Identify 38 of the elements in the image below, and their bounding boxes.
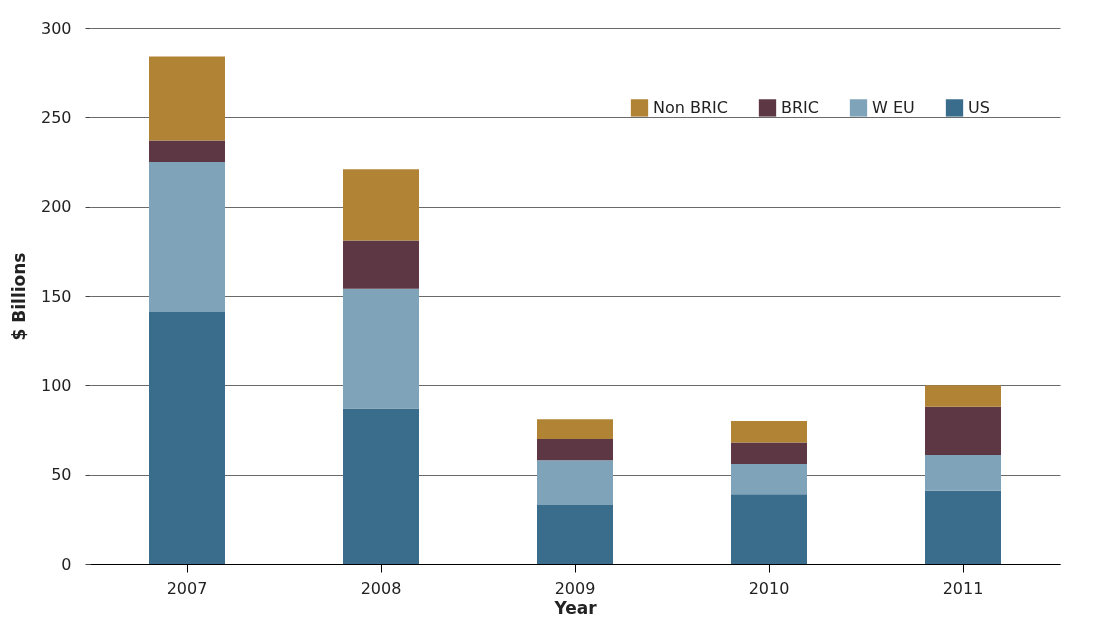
bar [149,312,225,564]
bar [731,442,807,464]
bar [925,455,1001,491]
legend-label: BRIC [781,97,819,117]
legend-label: W EU [872,97,915,117]
y-axis-title: $ Billions [8,252,29,341]
bar [149,162,225,313]
y-tick-label: 100 [40,375,72,395]
bar [149,140,225,162]
y-tick-label: 150 [40,286,72,306]
legend-label: Non BRIC [653,97,728,117]
x-axis-title: Year [553,597,598,618]
bar [343,169,419,241]
x-tick-label: 2010 [748,578,790,598]
x-tick-label: 2011 [942,578,984,598]
bar [925,406,1001,456]
x-tick-label: 2009 [554,578,596,598]
bar [731,463,807,495]
bar [343,288,419,409]
bar [343,240,419,289]
bar [537,438,613,461]
bar [537,460,613,506]
bar [149,56,225,141]
bar [537,505,613,564]
bar [731,494,807,564]
bar [925,490,1001,564]
x-tick-label: 2007 [166,578,208,598]
y-tick-label: 250 [40,107,72,127]
x-tick-label: 2008 [360,578,402,598]
y-tick-label: 0 [61,554,72,574]
bar [731,421,807,443]
y-tick-label: 50 [51,465,72,485]
y-tick-label: 200 [40,197,72,217]
bar [343,408,419,564]
bar [925,385,1001,407]
bar [537,419,613,439]
y-tick-label: 300 [40,18,72,38]
legend-label: US [968,97,990,117]
